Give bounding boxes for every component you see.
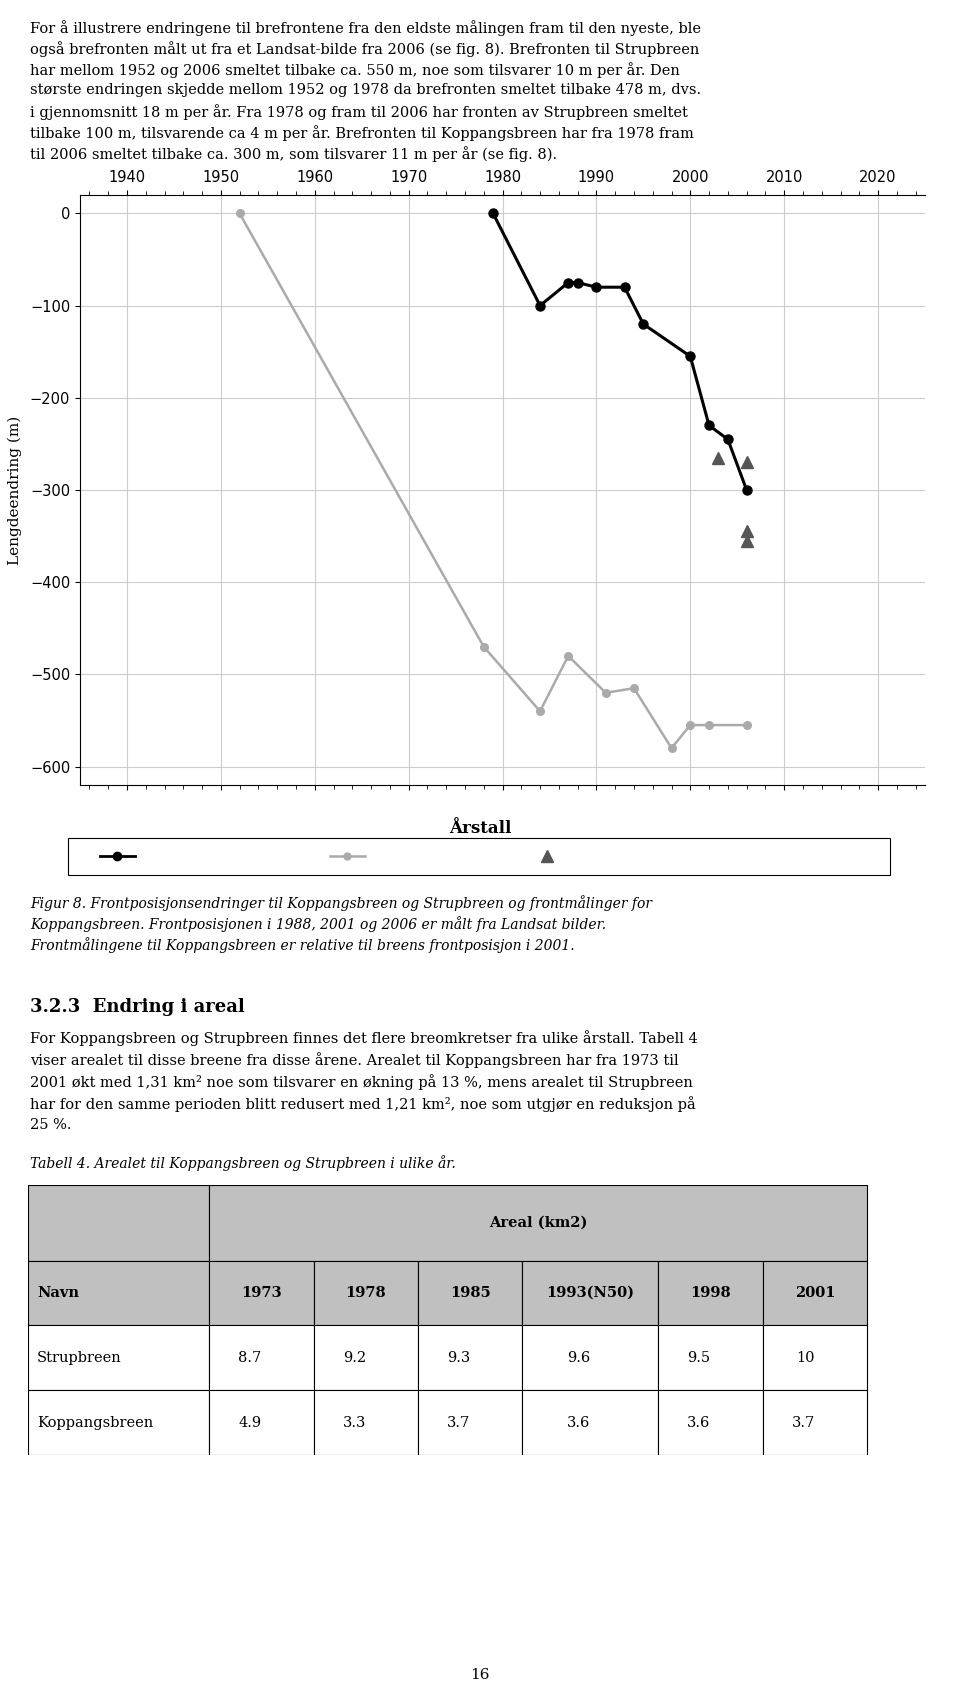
Text: 1973: 1973 <box>241 1286 282 1300</box>
Koppangsbreen <box>535 296 546 316</box>
Text: 4.9: 4.9 <box>238 1415 261 1429</box>
Bar <box>762 1325 867 1390</box>
Bar <box>418 1325 522 1390</box>
Bar <box>209 1186 867 1260</box>
Koppangsbreen <box>722 429 733 449</box>
Koppangsbreen <box>684 345 696 366</box>
Text: Koppangsbreen: Koppangsbreen <box>37 1415 154 1429</box>
Frontmåling Koppangsbreen <box>741 521 753 541</box>
Text: 9.6: 9.6 <box>567 1351 590 1364</box>
Strupbreen <box>704 714 715 735</box>
Text: 1978: 1978 <box>346 1286 386 1300</box>
Text: 3.2.3  Endring i areal: 3.2.3 Endring i areal <box>30 998 245 1015</box>
Text: 3.6: 3.6 <box>567 1415 590 1429</box>
Text: Figur 8. Frontposisjonsendringer til Koppangsbreen og Strupbreen og frontmålinge: Figur 8. Frontposisjonsendringer til Kop… <box>30 895 652 910</box>
Text: 9.5: 9.5 <box>687 1351 710 1364</box>
Bar <box>209 1390 314 1454</box>
Strupbreen <box>665 738 677 759</box>
Bar <box>418 1390 522 1454</box>
Text: Årstall: Årstall <box>449 820 511 837</box>
Line: Strupbreen: Strupbreen <box>236 209 751 752</box>
Text: Tabell 4. Arealet til Koppangsbreen og Strupbreen i ulike år.: Tabell 4. Arealet til Koppangsbreen og S… <box>30 1155 456 1170</box>
Text: 9.3: 9.3 <box>447 1351 470 1364</box>
Text: har for den samme perioden blitt redusert med 1,21 km², noe som utgjør en reduks: har for den samme perioden blitt reduser… <box>30 1095 696 1112</box>
Text: Navn: Navn <box>37 1286 79 1300</box>
Text: For Koppangsbreen og Strupbreen finnes det flere breomkretser fra ulike årstall.: For Koppangsbreen og Strupbreen finnes d… <box>30 1031 698 1046</box>
Bar <box>28 1390 209 1454</box>
Text: største endringen skjedde mellom 1952 og 1978 da brefronten smeltet tilbake 478 : største endringen skjedde mellom 1952 og… <box>30 83 701 97</box>
Strupbreen <box>535 701 546 721</box>
Bar <box>28 1325 209 1390</box>
Bar <box>314 1390 418 1454</box>
Strupbreen <box>628 679 639 699</box>
Bar <box>28 1260 209 1325</box>
Text: har mellom 1952 og 2006 smeltet tilbake ca. 550 m, noe som tilsvarer 10 m per år: har mellom 1952 og 2006 smeltet tilbake … <box>30 61 680 78</box>
Text: 2001 økt med 1,31 km² noe som tilsvarer en økning på 13 %, mens arealet til Stru: 2001 økt med 1,31 km² noe som tilsvarer … <box>30 1073 693 1090</box>
Bar <box>314 1325 418 1390</box>
Text: Frontmåling Koppangsbreen: Frontmåling Koppangsbreen <box>560 849 752 864</box>
Text: For å illustrere endringene til brefrontene fra den eldste målingen fram til den: For å illustrere endringene til brefront… <box>30 20 701 36</box>
Bar <box>209 1260 314 1325</box>
Bar <box>659 1325 762 1390</box>
Strupbreen <box>234 202 246 223</box>
Text: 8.7: 8.7 <box>238 1351 261 1364</box>
Line: Koppangsbreen: Koppangsbreen <box>489 209 751 495</box>
Text: 3.6: 3.6 <box>687 1415 710 1429</box>
Strupbreen <box>563 646 574 667</box>
Bar <box>522 1260 659 1325</box>
Frontmåling Koppangsbreen <box>741 531 753 551</box>
Bar <box>762 1390 867 1454</box>
Bar <box>762 1260 867 1325</box>
Koppangsbreen <box>488 202 499 223</box>
Bar <box>522 1390 659 1454</box>
Text: i gjennomsnitt 18 m per år. Fra 1978 og fram til 2006 har fronten av Strupbreen : i gjennomsnitt 18 m per år. Fra 1978 og … <box>30 104 688 119</box>
Text: til 2006 smeltet tilbake ca. 300 m, som tilsvarer 11 m per år (se fig. 8).: til 2006 smeltet tilbake ca. 300 m, som … <box>30 146 557 162</box>
Frontmåling Koppangsbreen <box>712 447 724 468</box>
Text: 2001: 2001 <box>795 1286 835 1300</box>
Text: 1993(N50): 1993(N50) <box>546 1286 635 1300</box>
Text: Koppangsbreen. Frontposisjonen i 1988, 2001 og 2006 er målt fra Landsat bilder.: Koppangsbreen. Frontposisjonen i 1988, 2… <box>30 917 606 932</box>
Bar <box>659 1390 762 1454</box>
Line: Frontmåling Koppangsbreen: Frontmåling Koppangsbreen <box>712 451 753 548</box>
Text: 1985: 1985 <box>450 1286 491 1300</box>
Strupbreen <box>478 636 490 657</box>
Text: 25 %.: 25 %. <box>30 1118 71 1131</box>
Bar <box>314 1260 418 1325</box>
Bar <box>209 1325 314 1390</box>
Koppangsbreen <box>741 480 753 500</box>
Text: også brefronten målt ut fra et Landsat-bilde fra 2006 (se fig. 8). Brefronten ti: også brefronten målt ut fra et Landsat-b… <box>30 41 700 56</box>
Text: tilbake 100 m, tilsvarende ca 4 m per år. Brefronten til Koppangsbreen har fra 1: tilbake 100 m, tilsvarende ca 4 m per år… <box>30 124 694 141</box>
Koppangsbreen <box>590 277 602 298</box>
Koppangsbreen <box>572 272 584 293</box>
Text: 3.7: 3.7 <box>447 1415 470 1429</box>
Text: 10: 10 <box>797 1351 815 1364</box>
Bar <box>68 839 890 874</box>
Text: 3.3: 3.3 <box>343 1415 366 1429</box>
Koppangsbreen <box>563 272 574 293</box>
Koppangsbreen <box>637 315 649 335</box>
Text: Koppangsbreen: Koppangsbreen <box>140 850 245 862</box>
Text: 1998: 1998 <box>690 1286 731 1300</box>
Strupbreen <box>741 714 753 735</box>
Bar <box>28 1186 209 1260</box>
Strupbreen <box>684 714 696 735</box>
Text: Frontmålingene til Koppangsbreen er relative til breens frontposisjon i 2001.: Frontmålingene til Koppangsbreen er rela… <box>30 937 575 953</box>
Text: 3.7: 3.7 <box>792 1415 815 1429</box>
Text: 16: 16 <box>470 1669 490 1682</box>
Koppangsbreen <box>619 277 631 298</box>
Text: viser arealet til disse breene fra disse årene. Arealet til Koppangsbreen har fr: viser arealet til disse breene fra disse… <box>30 1051 679 1068</box>
Text: Strupbreen: Strupbreen <box>370 850 446 862</box>
Bar <box>659 1260 762 1325</box>
Text: 9.2: 9.2 <box>343 1351 366 1364</box>
Frontmåling Koppangsbreen <box>741 452 753 473</box>
Koppangsbreen <box>704 415 715 435</box>
Text: Strupbreen: Strupbreen <box>37 1351 122 1364</box>
Bar <box>522 1325 659 1390</box>
Y-axis label: Lengdeendring (m): Lengdeendring (m) <box>7 415 21 565</box>
Bar <box>418 1260 522 1325</box>
Strupbreen <box>600 682 612 703</box>
Text: Areal (km2): Areal (km2) <box>489 1216 588 1230</box>
